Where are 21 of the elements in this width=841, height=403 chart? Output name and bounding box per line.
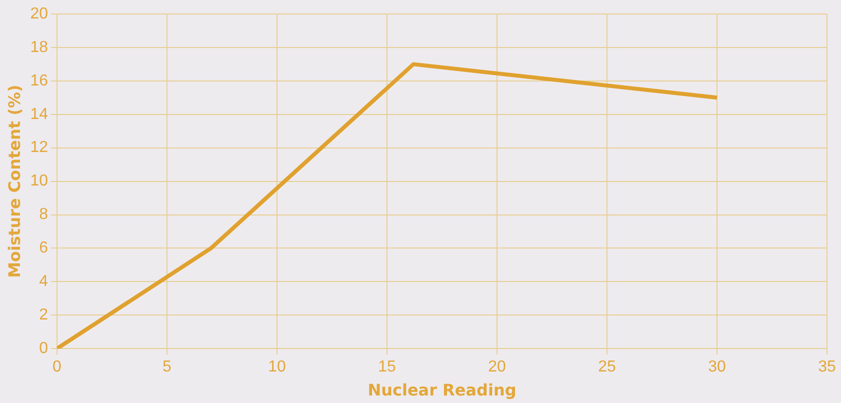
x-tick-label: 15 <box>378 358 396 376</box>
y-tick-label: 0 <box>39 340 48 358</box>
y-tick-label: 14 <box>30 106 48 123</box>
y-tick-label: 8 <box>39 206 48 224</box>
x-axis-title: Nuclear Reading <box>368 380 516 400</box>
x-tick-label: 20 <box>488 358 506 376</box>
y-tick-label: 12 <box>30 139 48 156</box>
x-tick-label: 10 <box>268 358 286 376</box>
x-tick-label: 5 <box>162 358 172 376</box>
x-tick-label: 35 <box>818 358 836 376</box>
y-tick-label: 6 <box>39 240 48 257</box>
y-tick-label: 18 <box>30 38 48 56</box>
y-tick-label: 4 <box>39 273 48 290</box>
x-tick-label: 0 <box>52 358 62 376</box>
y-tick-label: 16 <box>30 72 48 90</box>
y-tick-label: 20 <box>30 5 48 22</box>
y-tick-label: 2 <box>39 306 48 324</box>
x-tick-label: 25 <box>598 358 616 376</box>
y-axis-title: Moisture Content (%) <box>4 84 24 278</box>
x-tick-label: 30 <box>708 358 726 376</box>
y-tick-label: 10 <box>30 172 48 190</box>
